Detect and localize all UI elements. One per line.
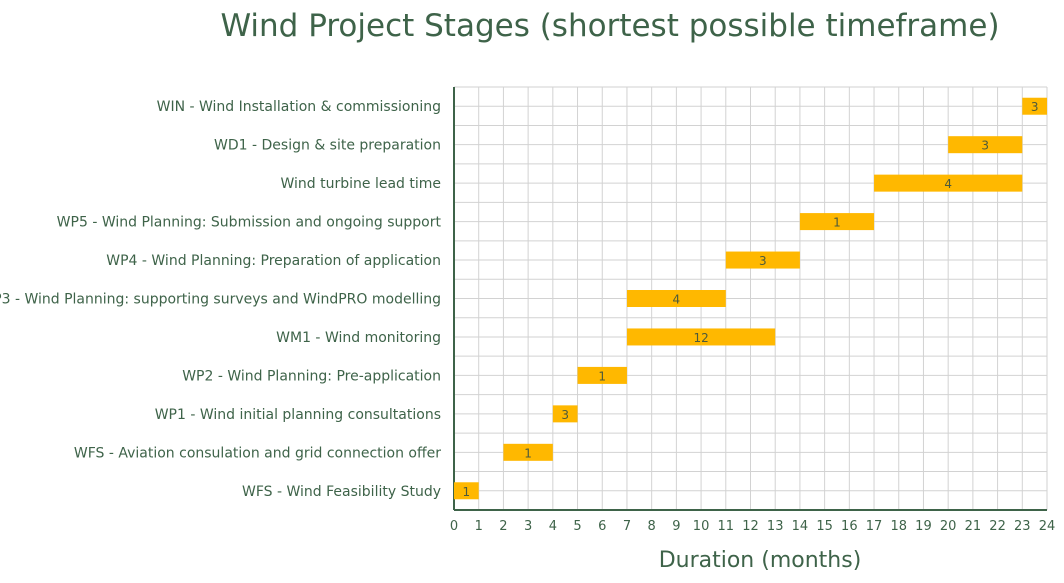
- x-tick-label-18: 18: [890, 519, 907, 534]
- x-tick-label-6: 6: [598, 519, 606, 534]
- bar-value-label-6: 3: [759, 254, 767, 268]
- axes: [453, 87, 1047, 511]
- bar-value-label-2: 3: [561, 408, 569, 422]
- bar-8: [874, 174, 1023, 192]
- x-tick-label-16: 16: [841, 519, 858, 534]
- x-tick-label-17: 17: [866, 519, 883, 534]
- category-label-0: WFS - Wind Feasibility Study: [242, 484, 441, 500]
- x-tick-label-19: 19: [915, 519, 932, 534]
- category-label-10: WIN - Wind Installation & commissioning: [157, 99, 441, 115]
- x-tick-label-21: 21: [965, 519, 982, 534]
- x-tick-label-7: 7: [623, 519, 631, 534]
- bar-7: [799, 213, 875, 231]
- category-label-8: Wind turbine lead time: [280, 176, 441, 192]
- x-tick-label-13: 13: [767, 519, 784, 534]
- x-tick-label-14: 14: [792, 519, 809, 534]
- x-tick-label-5: 5: [573, 519, 581, 534]
- bar-0: [454, 482, 479, 500]
- x-tick-label-15: 15: [816, 519, 833, 534]
- category-label-4: WM1 - Wind monitoring: [276, 330, 441, 346]
- category-label-2: WP1 - Wind initial planning consultation…: [155, 407, 441, 423]
- bar-9: [948, 136, 1023, 154]
- x-tick-label-22: 22: [989, 519, 1006, 534]
- x-tick-label-10: 10: [693, 519, 710, 534]
- bar-value-label-0: 1: [463, 485, 471, 499]
- bar-3: [577, 366, 627, 384]
- x-tick-label-12: 12: [742, 519, 759, 534]
- x-tick-label-11: 11: [718, 519, 735, 534]
- category-labels: WFS - Wind Feasibility Study WFS - Aviati…: [0, 99, 442, 500]
- bar-value-label-10: 3: [1031, 100, 1039, 114]
- x-tick-label-0: 0: [450, 519, 458, 534]
- x-tick-label-24: 24: [1039, 519, 1056, 534]
- bar-value-label-7: 1: [833, 216, 841, 230]
- category-label-7: WP5 - Wind Planning: Submission and ongo…: [57, 215, 442, 231]
- x-tick-label-4: 4: [549, 519, 557, 534]
- x-tick-label-23: 23: [1014, 519, 1031, 534]
- bar-10: [1022, 97, 1047, 115]
- bar-value-label-8: 4: [944, 177, 952, 191]
- x-tick-label-20: 20: [940, 519, 957, 534]
- x-tick-label-3: 3: [524, 519, 532, 534]
- bar-6: [725, 251, 800, 269]
- bar-value-label-3: 1: [598, 369, 606, 383]
- x-axis-label: Duration (months): [658, 548, 862, 573]
- category-label-1: WFS - Aviation consulation and grid conn…: [74, 445, 441, 461]
- bar-2: [552, 405, 578, 423]
- category-label-6: WP4 - Wind Planning: Preparation of appl…: [106, 253, 441, 269]
- bar-4: [626, 328, 776, 346]
- bar-value-label-1: 1: [524, 446, 532, 460]
- bar-5: [626, 290, 726, 307]
- x-tick-label-1: 1: [475, 519, 483, 534]
- bars: 1 1 3 1 12 4 3 1 4 3 3: [454, 97, 1047, 500]
- category-label-9: WD1 - Design & site preparation: [214, 138, 441, 154]
- x-tick-label-2: 2: [499, 519, 507, 534]
- bar-value-label-9: 3: [981, 139, 989, 153]
- bar-value-label-4: 12: [693, 331, 708, 345]
- category-label-3: WP2 - Wind Planning: Pre-application: [182, 368, 441, 384]
- chart-title: Wind Project Stages (shortest possible t…: [220, 8, 1000, 44]
- x-tick-labels: 0 1 2 3 4 5 6 7 8 9 10 11 12 13 14 15 16 17 18 19 20 21 22 23 24: [450, 519, 1055, 534]
- x-tick-label-8: 8: [648, 519, 656, 534]
- bar-1: [503, 443, 553, 461]
- x-tick-label-9: 9: [672, 519, 680, 534]
- bar-value-label-5: 4: [673, 293, 681, 307]
- category-label-5: WP3 - Wind Planning: supporting surveys …: [0, 292, 441, 308]
